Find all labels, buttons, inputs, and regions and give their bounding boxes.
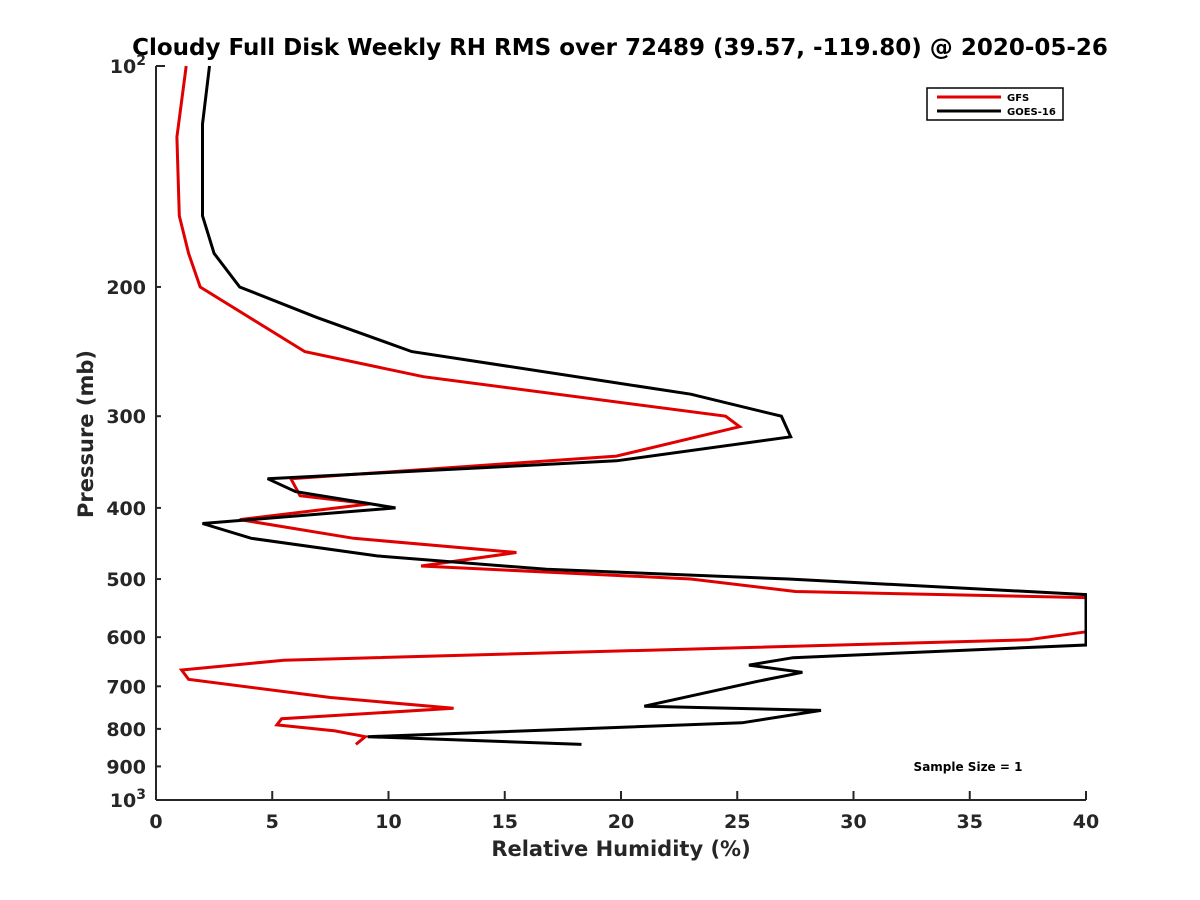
series-line-gfs	[175, 65, 1087, 746]
y-tick-label: 200	[106, 277, 146, 299]
plot-area	[175, 65, 1087, 746]
y-tick-label: 900	[106, 756, 146, 778]
x-tick-label: 15	[492, 811, 518, 833]
x-tick-label: 30	[840, 811, 866, 833]
y-tick-label: 500	[106, 569, 146, 591]
x-tick-label: 20	[608, 811, 634, 833]
y-tick-label: 800	[106, 719, 146, 741]
chart-title: Cloudy Full Disk Weekly RH RMS over 7248…	[132, 35, 1108, 61]
y-tick-label: 102	[110, 53, 146, 78]
y-tick-label: 700	[106, 676, 146, 698]
sample-size-annotation: Sample Size = 1	[914, 760, 1023, 774]
y-tick-label: 300	[106, 406, 146, 428]
x-tick-label: 0	[149, 811, 162, 833]
axes: 0 5 10 15 20 25 30 35 40 102 200 300 400 500 600 700 800…	[106, 53, 1099, 833]
legend-entry: GFS	[1007, 93, 1029, 104]
y-tick-label: 103	[110, 787, 146, 812]
y-tick-label: 400	[106, 498, 146, 520]
legend-box	[926, 87, 1064, 121]
series-line-goes-16	[201, 65, 1087, 746]
x-axis-label: Relative Humidity (%)	[491, 837, 750, 861]
x-tick-label: 25	[724, 811, 750, 833]
x-tick-label: 5	[266, 811, 279, 833]
legend: GFS GOES-16	[926, 87, 1064, 121]
x-tick-label: 35	[957, 811, 983, 833]
y-axis-label: Pressure (mb)	[74, 350, 98, 518]
x-tick-label: 40	[1073, 811, 1099, 833]
y-tick-label: 600	[106, 627, 146, 649]
legend-entry: GOES-16	[1007, 107, 1056, 118]
x-tick-label: 10	[375, 811, 401, 833]
